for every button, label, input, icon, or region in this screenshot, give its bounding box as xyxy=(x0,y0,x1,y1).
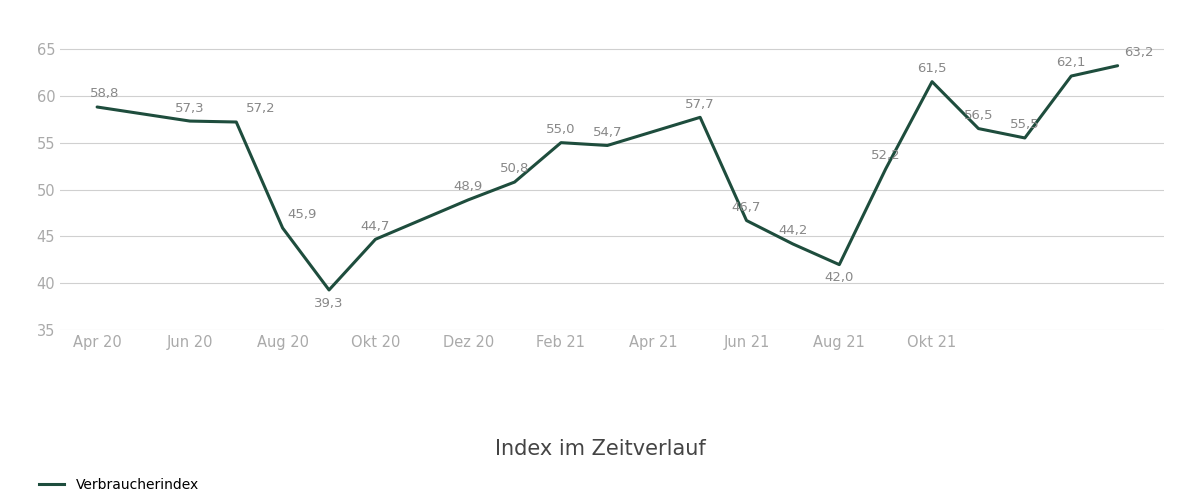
Text: 57,3: 57,3 xyxy=(175,102,205,114)
Legend: Verbraucherindex: Verbraucherindex xyxy=(34,473,204,493)
Text: 44,7: 44,7 xyxy=(361,220,390,233)
Text: 62,1: 62,1 xyxy=(1056,57,1086,70)
Text: 63,2: 63,2 xyxy=(1124,46,1154,59)
Text: 55,0: 55,0 xyxy=(546,123,576,136)
Text: 50,8: 50,8 xyxy=(500,163,529,176)
Text: 58,8: 58,8 xyxy=(90,87,120,101)
Text: Index im Zeitverlauf: Index im Zeitverlauf xyxy=(494,439,706,458)
Text: 52,2: 52,2 xyxy=(871,149,900,162)
Text: 39,3: 39,3 xyxy=(314,296,343,310)
Text: 44,2: 44,2 xyxy=(779,224,808,238)
Text: 57,2: 57,2 xyxy=(246,103,275,115)
Text: 48,9: 48,9 xyxy=(454,180,482,193)
Text: 56,5: 56,5 xyxy=(964,109,994,122)
Text: 61,5: 61,5 xyxy=(917,62,947,75)
Text: 57,7: 57,7 xyxy=(685,98,715,111)
Text: 54,7: 54,7 xyxy=(593,126,622,139)
Text: 46,7: 46,7 xyxy=(732,201,761,214)
Text: 45,9: 45,9 xyxy=(287,209,317,221)
Text: 55,5: 55,5 xyxy=(1010,118,1039,132)
Text: 42,0: 42,0 xyxy=(824,271,854,284)
